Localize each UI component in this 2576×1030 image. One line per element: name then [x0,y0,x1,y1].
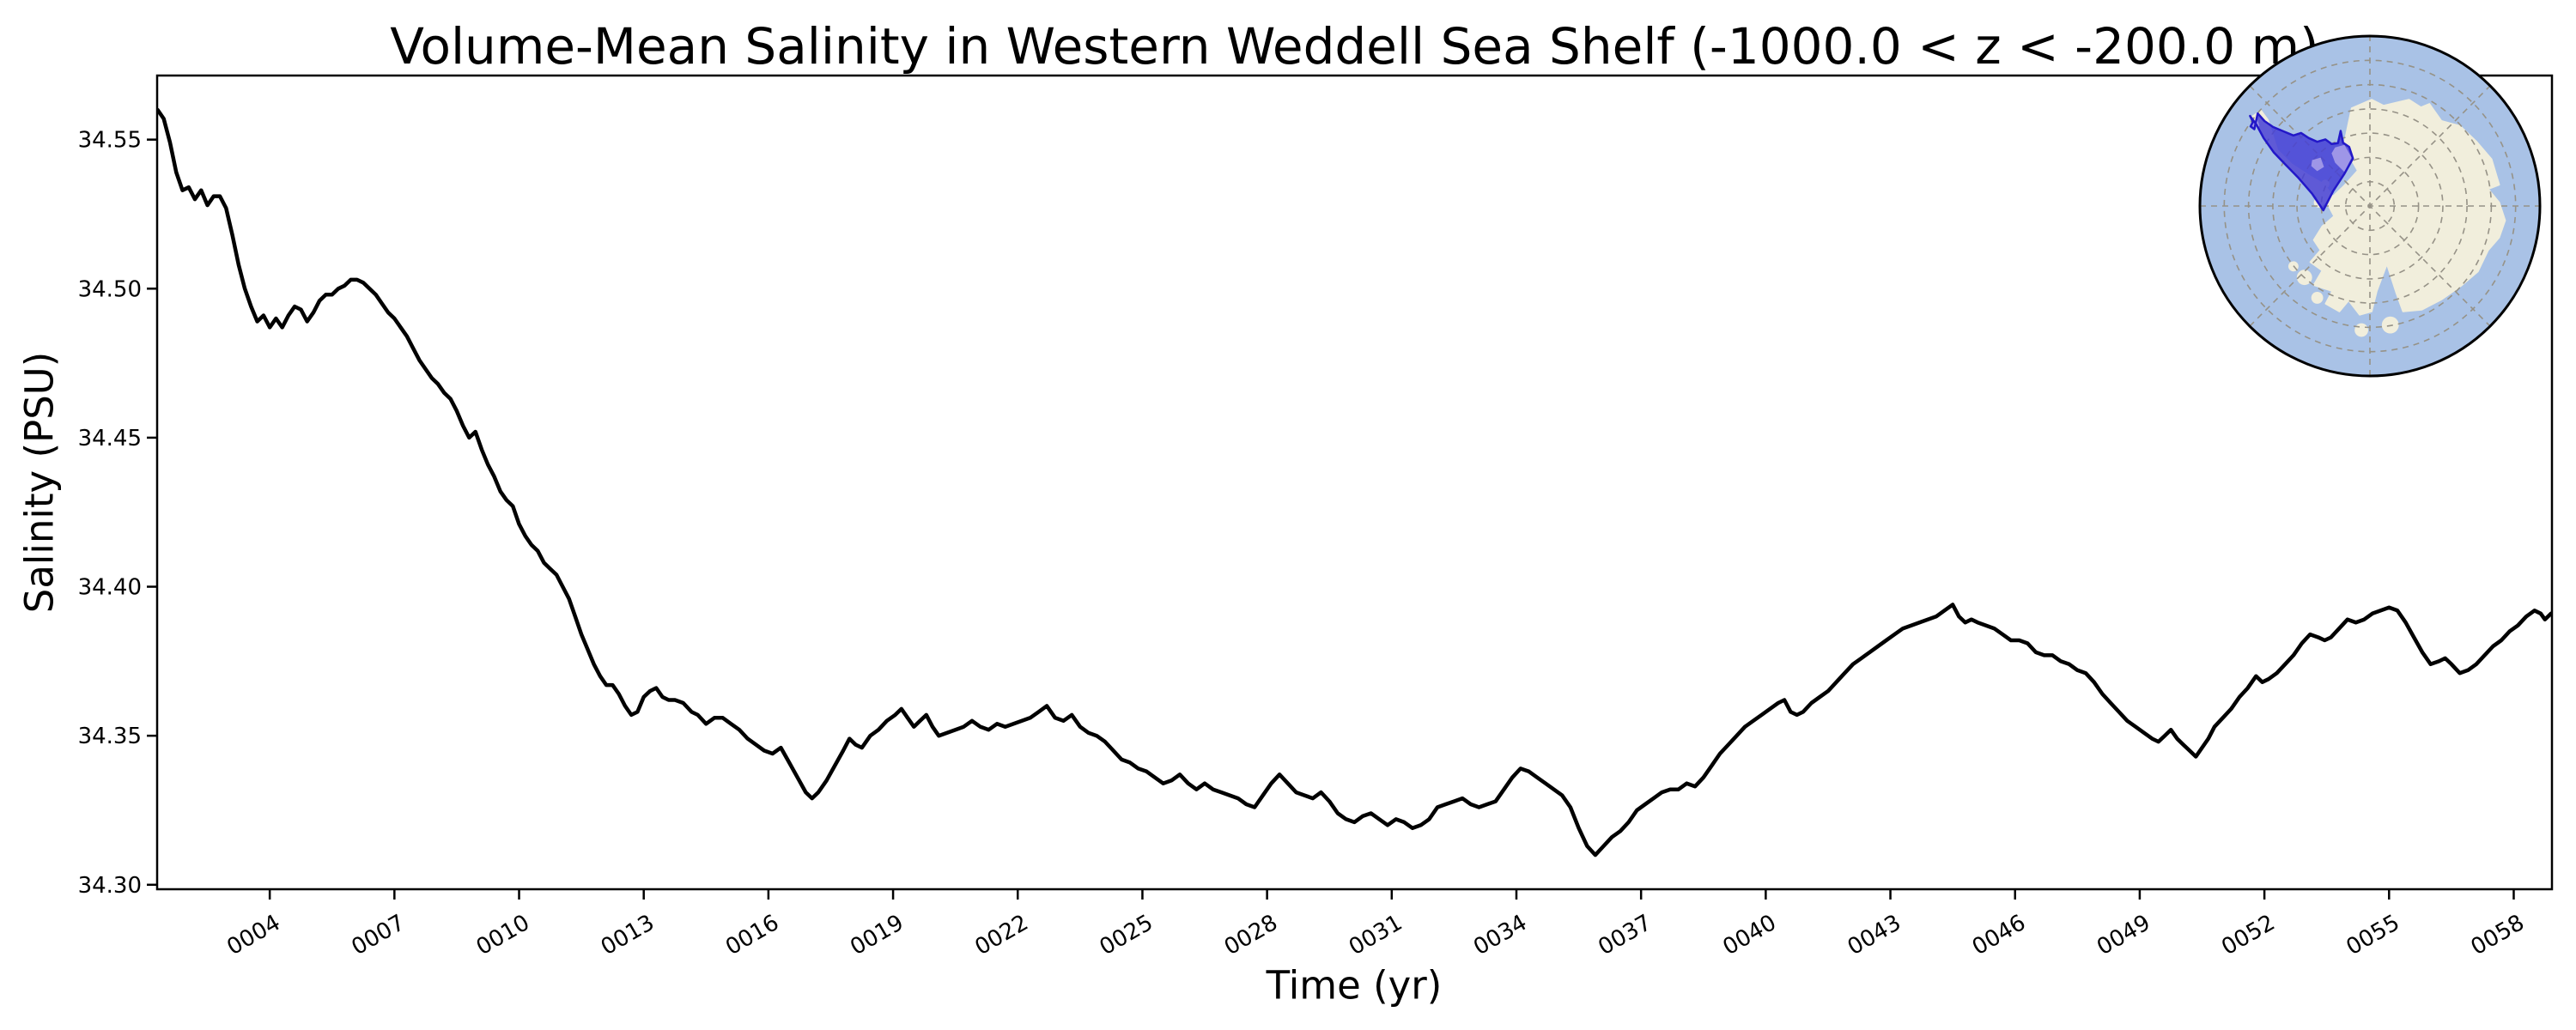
latitude-circle [2296,132,2444,280]
x-tick-label: 0019 [846,910,908,960]
x-axis-label: Time (yr) [1266,962,1443,1009]
highlight-region-fill [2250,113,2354,210]
y-tick-label: 34.50 [78,276,142,302]
x-tick-label: 0046 [1968,910,2030,960]
x-axis-ticks: 0004 0007 0010 0013 0016 0019 0022 0025 0028 0031… [222,889,2529,960]
x-tick-label: 0040 [1719,910,1781,960]
x-tick-label: 0037 [1594,910,1656,960]
y-tick-label: 34.35 [78,724,142,749]
island [2354,323,2369,337]
map-border [2198,34,2542,378]
x-tick-label: 0025 [1096,910,1157,960]
x-tick-label: 0016 [721,910,783,960]
x-tick-label: 0013 [597,910,659,960]
y-tick-label: 34.55 [78,128,142,154]
meridian-line [2249,85,2491,327]
x-tick-label: 0022 [970,910,1032,960]
axes-spines [155,74,2554,891]
x-tick-label: 0028 [1220,910,1282,960]
x-tick-label: 0034 [1469,910,1531,960]
salinity-line [157,107,2552,857]
region-light-patch [2311,157,2324,172]
antarctica-inset-map [2198,34,2542,378]
x-tick-label: 0052 [2217,910,2279,960]
x-tick-label: 0043 [1844,910,1905,960]
x-tick-label: 0010 [472,910,534,960]
x-tick-label: 0055 [2342,910,2403,960]
y-axis-ticks: 34.30 34.35 34.40 34.45 34.50 34.55 [78,128,157,899]
map-content [2200,36,2540,376]
x-tick-label: 0058 [2467,910,2529,960]
plot-lines [157,107,2552,857]
x-tick-label: 0049 [2093,910,2154,960]
x-tick-label: 0004 [222,910,284,960]
chart-title: Volume-Mean Salinity in Western Weddell … [390,17,2319,76]
island [2311,291,2324,304]
graticule [2200,36,2540,376]
highlight-region-outline [2249,112,2354,212]
x-tick-label: 0007 [348,910,410,960]
y-tick-label: 34.45 [78,426,142,451]
latitude-circle [2320,156,2420,256]
y-tick-label: 34.40 [78,575,142,601]
x-tick-label: 0031 [1345,910,1406,960]
region-light-patch [2331,144,2352,173]
y-tick-label: 34.30 [78,873,142,899]
